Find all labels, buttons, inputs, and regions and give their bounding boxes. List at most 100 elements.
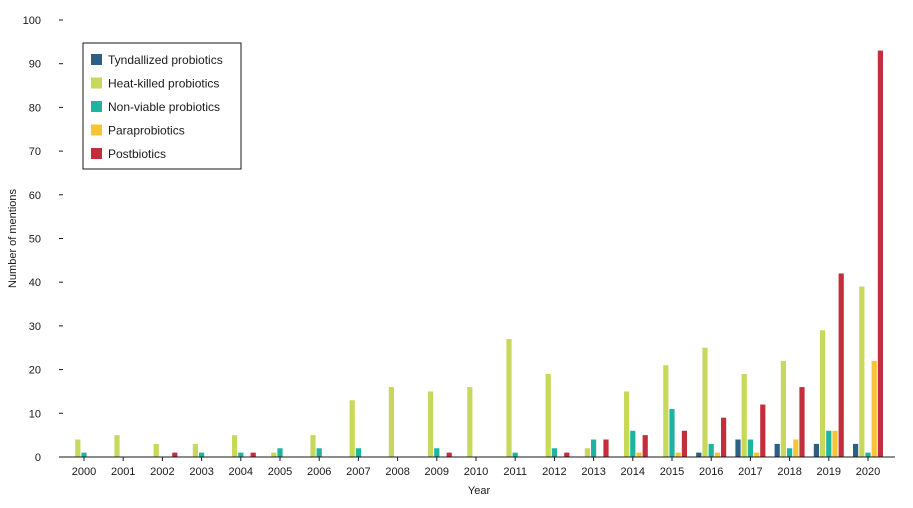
bar-non-viable-probiotics2012 [551, 448, 557, 457]
y-tick-label: 100 [23, 15, 41, 27]
x-tick-label: 2011 [503, 466, 527, 478]
x-tick-label: 2004 [229, 466, 253, 478]
x-tick-label: 2015 [660, 466, 684, 478]
bar-postbiotics2004 [250, 452, 256, 457]
bar-heat-killed-probiotics2008 [388, 387, 394, 457]
y-tick-label: 40 [29, 277, 41, 289]
legend-label: Non-viable probiotics [108, 100, 220, 114]
bar-non-viable-probiotics2006 [316, 448, 322, 457]
bar-paraprobiotics2016 [714, 452, 720, 457]
legend-swatch [91, 148, 102, 159]
bar-heat-killed-probiotics2006 [310, 435, 316, 457]
x-tick-label: 2020 [856, 466, 880, 478]
bar-postbiotics2018 [799, 387, 805, 457]
x-tick-label: 2002 [150, 466, 174, 478]
legend-swatch [91, 124, 102, 136]
y-tick-label: 80 [29, 102, 41, 114]
y-tick-label: 20 [29, 365, 41, 377]
bar-non-viable-probiotics2018 [787, 448, 793, 457]
bar-non-viable-probiotics2015 [669, 408, 675, 457]
bar-non-viable-probiotics2005 [277, 448, 283, 457]
bar-non-viable-probiotics2000 [81, 452, 87, 457]
x-tick-label: 2007 [346, 466, 370, 478]
bar-heat-killed-probiotics2001 [114, 435, 120, 457]
legend: Tyndallized probiotics Heat-killed probio… [82, 42, 242, 170]
x-tick-label: 2000 [72, 466, 96, 478]
y-tick-label: 50 [29, 234, 41, 246]
bar-heat-killed-probiotics2004 [232, 435, 238, 457]
bar-postbiotics2013 [603, 439, 609, 457]
bar-heat-killed-probiotics2020 [859, 286, 865, 457]
y-tick-label: 60 [29, 190, 41, 202]
x-tick-label: 2014 [621, 466, 645, 478]
bar-tyndallized-probiotics2016 [696, 452, 702, 457]
legend-label: Heat-killed probiotics [108, 77, 219, 91]
bar-postbiotics2014 [642, 435, 648, 457]
bar-tyndallized-probiotics2020 [853, 443, 859, 457]
bar-non-viable-probiotics2020 [865, 452, 871, 457]
x-axis-title: Year [468, 485, 491, 497]
bar-postbiotics2016 [721, 417, 727, 457]
legend-label: Tyndallized probiotics [108, 53, 223, 67]
legend-swatch [91, 77, 102, 89]
x-tick-label: 2005 [268, 466, 292, 478]
x-tick-label: 2001 [111, 466, 135, 478]
x-tick-label: 2010 [464, 466, 488, 478]
bar-non-viable-probiotics2003 [199, 452, 205, 457]
x-tick-label: 2003 [189, 466, 213, 478]
bar-heat-killed-probiotics2013 [584, 448, 590, 457]
bar-heat-killed-probiotics2014 [624, 391, 630, 457]
bar-heat-killed-probiotics2018 [780, 360, 786, 457]
bar-non-viable-probiotics2004 [238, 452, 244, 457]
bar-heat-killed-probiotics2009 [428, 391, 434, 457]
x-tick-label: 2013 [581, 466, 605, 478]
bar-tyndallized-probiotics2017 [735, 439, 741, 457]
bar-paraprobiotics2018 [793, 439, 799, 457]
legend-swatch [91, 101, 102, 112]
bar-non-viable-probiotics2019 [826, 430, 832, 457]
bar-paraprobiotics2019 [832, 430, 838, 457]
y-axis-ticks: 0 10 20 30 40 50 60 70 80 90 100 [23, 15, 63, 464]
bars [75, 50, 883, 458]
y-tick-label: 30 [29, 321, 41, 333]
bar-postbiotics2019 [838, 273, 844, 457]
bar-tyndallized-probiotics2018 [774, 443, 780, 457]
bar-heat-killed-probiotics2011 [506, 339, 512, 457]
y-tick-label: 0 [35, 452, 41, 464]
bar-non-viable-probiotics2011 [512, 452, 518, 457]
bar-paraprobiotics2014 [636, 452, 642, 457]
x-tick-label: 2017 [738, 466, 762, 478]
x-tick-label: 2006 [307, 466, 331, 478]
bar-non-viable-probiotics2013 [591, 439, 597, 457]
bar-non-viable-probiotics2016 [708, 443, 714, 457]
legend-items: Tyndallized probiotics Heat-killed probio… [91, 53, 223, 161]
x-tick-label: 2008 [385, 466, 409, 478]
x-axis-ticks: 2000 2001 2002 2003 2004 2005 2006 2007 2008 2009… [72, 457, 880, 478]
bar-heat-killed-probiotics2012 [545, 373, 551, 457]
bar-postbiotics2017 [760, 404, 766, 457]
legend-box [82, 42, 242, 170]
bar-postbiotics2015 [681, 430, 687, 457]
bar-non-viable-probiotics2007 [355, 448, 361, 457]
legend-label: Postbiotics [108, 147, 166, 161]
bar-non-viable-probiotics2009 [434, 448, 440, 457]
bar-non-viable-probiotics2014 [630, 430, 636, 457]
bar-heat-killed-probiotics2010 [467, 387, 473, 457]
x-tick-label: 2018 [777, 466, 801, 478]
bar-heat-killed-probiotics2005 [271, 452, 277, 457]
legend-swatch [91, 54, 102, 65]
y-tick-label: 90 [29, 59, 41, 71]
bar-paraprobiotics2015 [675, 452, 681, 457]
bar-postbiotics2020 [877, 50, 883, 458]
bar-heat-killed-probiotics2003 [192, 443, 198, 457]
bar-heat-killed-probiotics2000 [75, 439, 81, 457]
bar-heat-killed-probiotics2019 [820, 330, 826, 457]
bar-paraprobiotics2020 [871, 360, 877, 457]
y-tick-label: 70 [29, 146, 41, 158]
x-tick-label: 2012 [542, 466, 566, 478]
legend-label: Paraprobiotics [108, 124, 185, 138]
bar-paraprobiotics2017 [754, 452, 760, 457]
bar-postbiotics2009 [446, 452, 452, 457]
y-tick-label: 10 [29, 408, 41, 420]
